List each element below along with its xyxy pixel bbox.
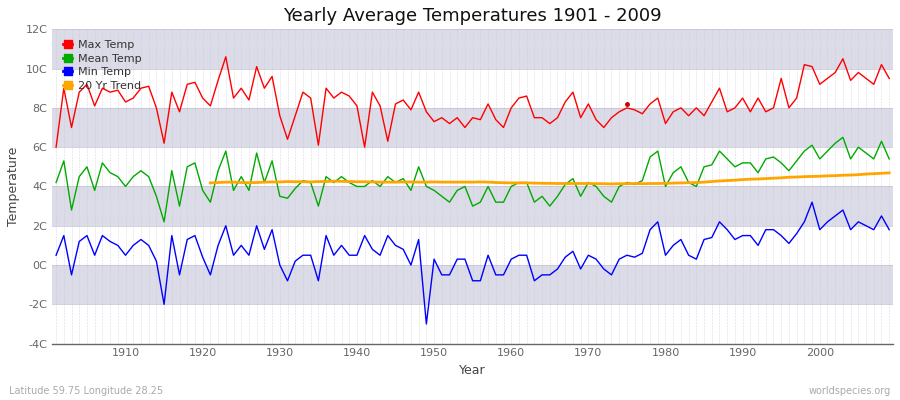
Text: worldspecies.org: worldspecies.org: [809, 386, 891, 396]
Bar: [52, 108, 893, 147]
Text: Latitude 59.75 Longitude 28.25: Latitude 59.75 Longitude 28.25: [9, 386, 163, 396]
Bar: [52, 304, 893, 344]
Y-axis label: Temperature: Temperature: [7, 147, 20, 226]
Bar: [52, 226, 893, 265]
X-axis label: Year: Year: [459, 364, 486, 377]
Bar: [52, 186, 893, 226]
Bar: [52, 68, 893, 108]
Bar: [52, 147, 893, 186]
Bar: [52, 29, 893, 68]
Bar: [52, 265, 893, 304]
Legend: Max Temp, Mean Temp, Min Temp, 20 Yr Trend: Max Temp, Mean Temp, Min Temp, 20 Yr Tre…: [58, 35, 147, 96]
Title: Yearly Average Temperatures 1901 - 2009: Yearly Average Temperatures 1901 - 2009: [284, 7, 662, 25]
